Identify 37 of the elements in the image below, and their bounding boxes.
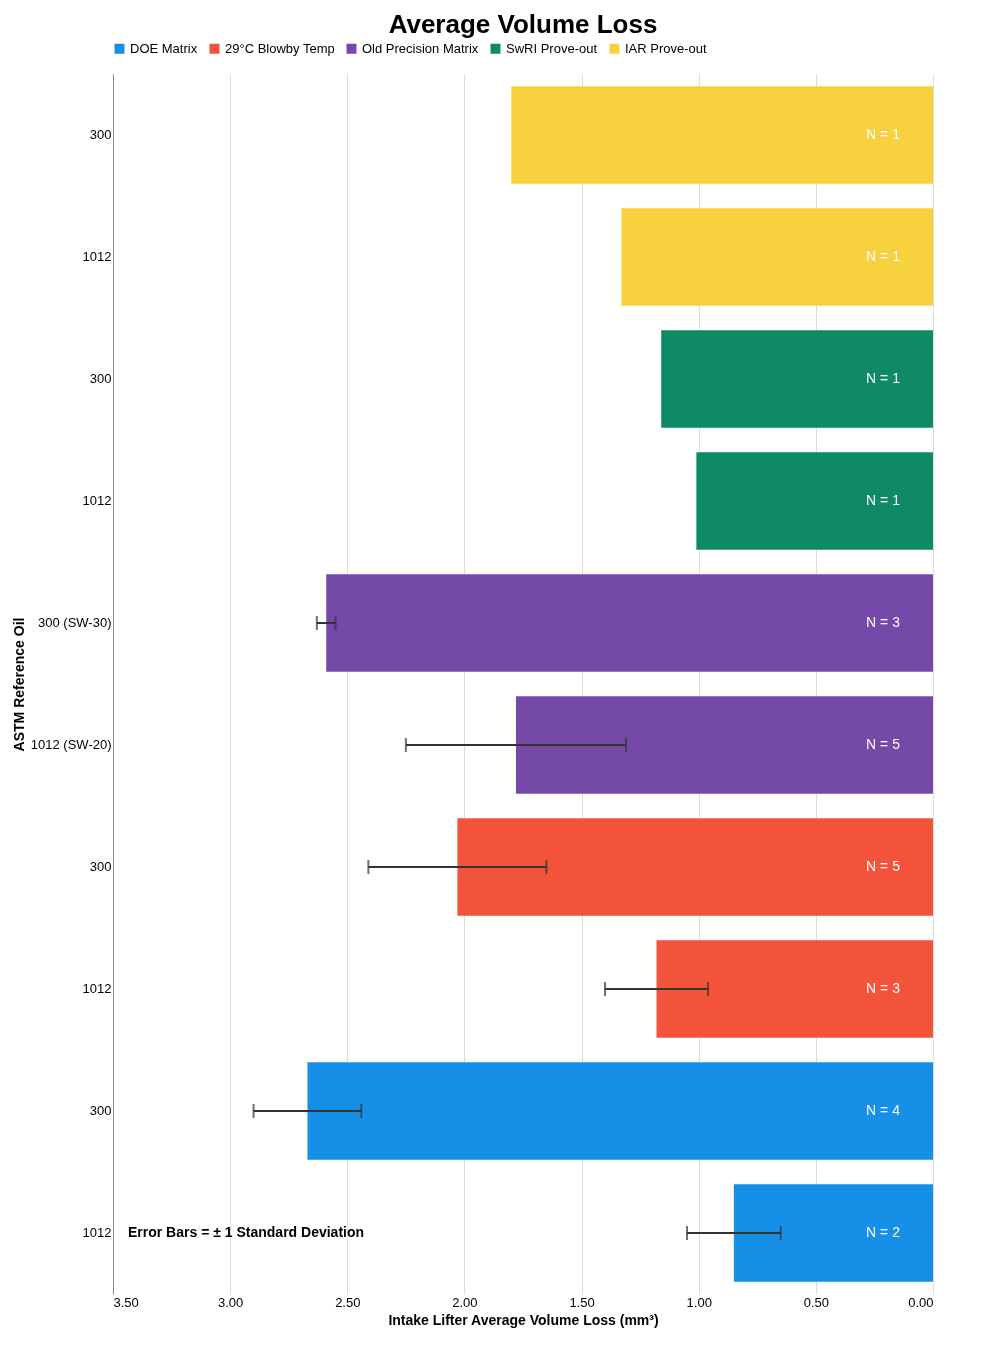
annotation: N = 5 [866, 858, 901, 874]
y-tick-label: 1012 [82, 981, 112, 996]
legend-label: DOE Matrix [130, 40, 198, 56]
y-tick-label: 1012 (SW-20) [30, 737, 112, 752]
x-tick-label: 0.50 [803, 1294, 830, 1310]
y-tick-label: 1012 [82, 249, 112, 264]
legend-label: SwRI Prove-out [506, 40, 598, 56]
x-tick-label: 3.00 [217, 1294, 244, 1310]
annotation: N = 2 [866, 1224, 901, 1240]
y-tick-label: 300 (SW-30) [38, 615, 112, 630]
annotation: N = 3 [866, 980, 901, 996]
y-tick-label: 1012 [82, 1225, 112, 1240]
legend-label: Old Precision Matrix [362, 40, 479, 56]
legend-label: IAR Prove-out [625, 40, 708, 56]
annotation: Error Bars = ± 1 Standard Deviation [128, 1224, 365, 1240]
y-tick-label: 300 [89, 371, 112, 386]
x-tick-label: 2.50 [335, 1294, 361, 1310]
x-tick-label: 0.00 [908, 1294, 934, 1310]
y-tick-label: 300 [89, 859, 112, 874]
annotation: N = 1 [866, 248, 901, 264]
y-tick-label: 300 [89, 1103, 112, 1118]
annotation: N = 3 [866, 614, 901, 630]
y-tick-label: 300 [89, 127, 112, 142]
x-tick-label: 2.00 [452, 1294, 478, 1310]
y-tick-label: 1012 [82, 493, 112, 508]
x-axis-title: Intake Lifter Average Volume Loss (mm³) [388, 1311, 659, 1328]
annotation: N = 1 [866, 492, 901, 508]
annotation: N = 1 [866, 370, 901, 386]
annotation: N = 5 [866, 736, 901, 752]
annotation: N = 4 [866, 1102, 901, 1118]
x-tick-label: 3.50 [113, 1294, 139, 1310]
legend-label: 29°C Blowby Temp [225, 40, 335, 56]
chart-title: Average Volume Loss [388, 9, 658, 39]
x-tick-label: 1.00 [686, 1294, 712, 1310]
annotation: N = 1 [866, 126, 901, 142]
x-tick-label: 1.50 [569, 1294, 595, 1310]
y-axis-title: ASTM Reference Oil [10, 617, 27, 752]
